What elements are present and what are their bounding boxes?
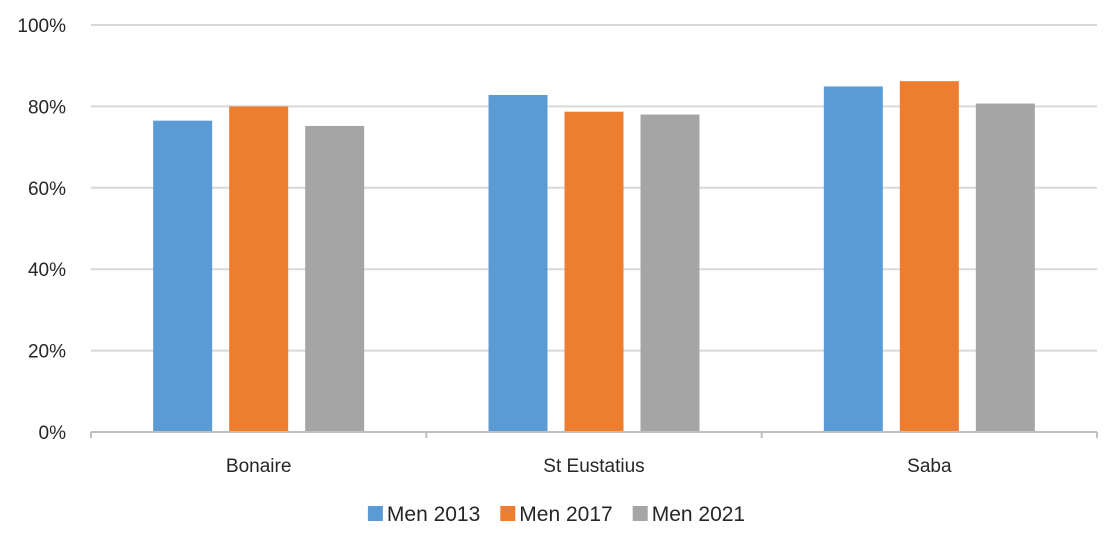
y-tick-label: 40%	[28, 260, 66, 281]
legend-swatch	[500, 506, 516, 521]
legend-label: Men 2017	[519, 503, 612, 526]
y-tick-label: 20%	[28, 342, 66, 363]
bar-men-2021-saba	[975, 103, 1035, 433]
x-tick-label: St Eustatius	[543, 456, 644, 477]
y-tick-label: 0%	[39, 423, 67, 444]
bar-men-2017-saba	[899, 81, 959, 432]
bar-men-2017-bonaire	[229, 106, 289, 433]
legend: Men 2013 Men 2017 Men 2021	[367, 503, 745, 526]
bar-men-2017-st-eustatius	[564, 111, 624, 432]
bar-men-2013-st-eustatius	[488, 95, 548, 432]
y-tick-label: 80%	[28, 97, 66, 118]
x-tick-label: Bonaire	[226, 456, 292, 477]
bar-men-2021-st-eustatius	[640, 114, 700, 432]
bars	[153, 81, 1035, 433]
legend-swatch	[367, 506, 383, 521]
legend-item: Men 2017	[500, 503, 613, 526]
x-axis	[90, 431, 1098, 438]
x-axis-tick-labels: Bonaire St Eustatius Saba	[226, 456, 952, 477]
y-tick-label: 60%	[28, 179, 66, 200]
legend-label: Men 2021	[652, 503, 745, 526]
legend-swatch	[632, 506, 648, 521]
x-tick-label: Saba	[907, 456, 952, 477]
legend-item: Men 2013	[367, 503, 480, 526]
legend-label: Men 2013	[387, 503, 480, 526]
bar-men-2013-bonaire	[153, 120, 213, 433]
legend-item: Men 2021	[632, 503, 745, 526]
y-axis-tick-labels: 0% 20% 40% 60% 80% 100%	[17, 16, 66, 444]
y-tick-label: 100%	[17, 16, 66, 37]
bar-men-2013-saba	[823, 86, 883, 432]
bar-men-2021-bonaire	[305, 125, 365, 432]
